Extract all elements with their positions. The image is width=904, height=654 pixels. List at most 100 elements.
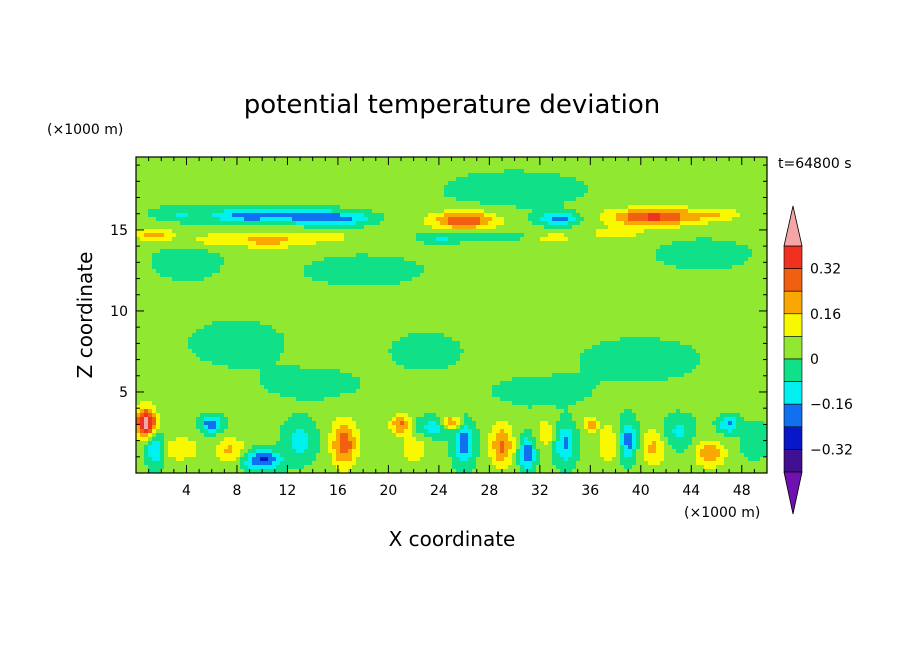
contour-cell (564, 249, 569, 254)
contour-cell (716, 225, 721, 230)
contour-cell (324, 201, 329, 206)
contour-cell (496, 157, 501, 162)
contour-cell (256, 177, 261, 182)
contour-cell (464, 189, 469, 194)
contour-cell (612, 181, 617, 186)
contour-cell (232, 245, 237, 250)
contour-cell (212, 229, 217, 234)
contour-cell (408, 217, 413, 222)
contour-cell (504, 257, 509, 262)
contour-cell (556, 181, 561, 186)
contour-cell (420, 249, 425, 254)
contour-cell (556, 197, 561, 202)
contour-cell (260, 233, 265, 238)
contour-cell (400, 229, 405, 234)
contour-cell (576, 277, 581, 282)
contour-cell (224, 281, 229, 286)
contour-cell (756, 277, 761, 282)
contour-cell (428, 233, 433, 238)
contour-cell (392, 169, 397, 174)
contour-cell (344, 161, 349, 166)
contour-cell (136, 221, 141, 226)
contour-cell (276, 257, 281, 262)
contour-cell (588, 253, 593, 258)
contour-cell (248, 169, 253, 174)
contour-cell (428, 277, 433, 282)
contour-cell (544, 157, 549, 162)
contour-cell (284, 157, 289, 162)
contour-cell (304, 189, 309, 194)
contour-cell (340, 157, 345, 162)
contour-cell (412, 221, 417, 226)
contour-cell (724, 193, 729, 198)
contour-cell (596, 249, 601, 254)
contour-cell (540, 177, 545, 182)
contour-cell (680, 193, 685, 198)
contour-cell (360, 221, 365, 226)
contour-cell (524, 181, 529, 186)
contour-cell (496, 245, 501, 250)
contour-cell (588, 209, 593, 214)
contour-cell (732, 237, 737, 242)
contour-cell (472, 197, 477, 202)
contour-cell (760, 173, 765, 178)
contour-cell (548, 197, 553, 202)
contour-cell (448, 177, 453, 182)
contour-cell (308, 233, 313, 238)
contour-cell (632, 265, 637, 270)
contour-cell (208, 241, 213, 246)
contour-cell (668, 197, 673, 202)
contour-cell (680, 157, 685, 162)
contour-cell (544, 165, 549, 170)
contour-cell (420, 277, 425, 282)
contour-cell (572, 201, 577, 206)
contour-cell (280, 265, 285, 270)
contour-cell (720, 225, 725, 230)
contour-cell (160, 165, 165, 170)
contour-cell (324, 241, 329, 246)
contour-cell (216, 269, 221, 274)
contour-cell (384, 273, 389, 278)
contour-cell (368, 181, 373, 186)
contour-cell (256, 249, 261, 254)
contour-cell (252, 173, 257, 178)
contour-cell (348, 269, 353, 274)
contour-cell (316, 169, 321, 174)
contour-cell (216, 233, 221, 238)
contour-cell (364, 209, 369, 214)
contour-cell (424, 181, 429, 186)
contour-cell (316, 261, 321, 266)
contour-cell (148, 241, 153, 246)
contour-cell (396, 245, 401, 250)
contour-cell (712, 257, 717, 262)
contour-cell (740, 181, 745, 186)
contour-cell (256, 277, 261, 282)
contour-cell (268, 265, 273, 270)
contour-cell (736, 269, 741, 274)
contour-cell (748, 169, 753, 174)
contour-cell (320, 197, 325, 202)
contour-cell (368, 201, 373, 206)
contour-cell (504, 277, 509, 282)
contour-cell (136, 261, 141, 266)
contour-cell (420, 221, 425, 226)
contour-cell (596, 257, 601, 262)
contour-cell (660, 253, 665, 258)
contour-cell (764, 277, 768, 282)
contour-cell (332, 209, 337, 214)
contour-cell (176, 281, 181, 286)
contour-cell (392, 177, 397, 182)
contour-cell (424, 161, 429, 166)
contour-cell (200, 173, 205, 178)
contour-cell (268, 281, 273, 286)
contour-cell (144, 273, 149, 278)
contour-cell (416, 225, 421, 230)
contour-cell (496, 201, 501, 206)
contour-cell (484, 237, 489, 242)
contour-cell (408, 221, 413, 226)
contour-cell (280, 257, 285, 262)
contour-cell (336, 165, 341, 170)
contour-cell (556, 189, 561, 194)
contour-cell (272, 237, 277, 242)
contour-cell (672, 229, 677, 234)
